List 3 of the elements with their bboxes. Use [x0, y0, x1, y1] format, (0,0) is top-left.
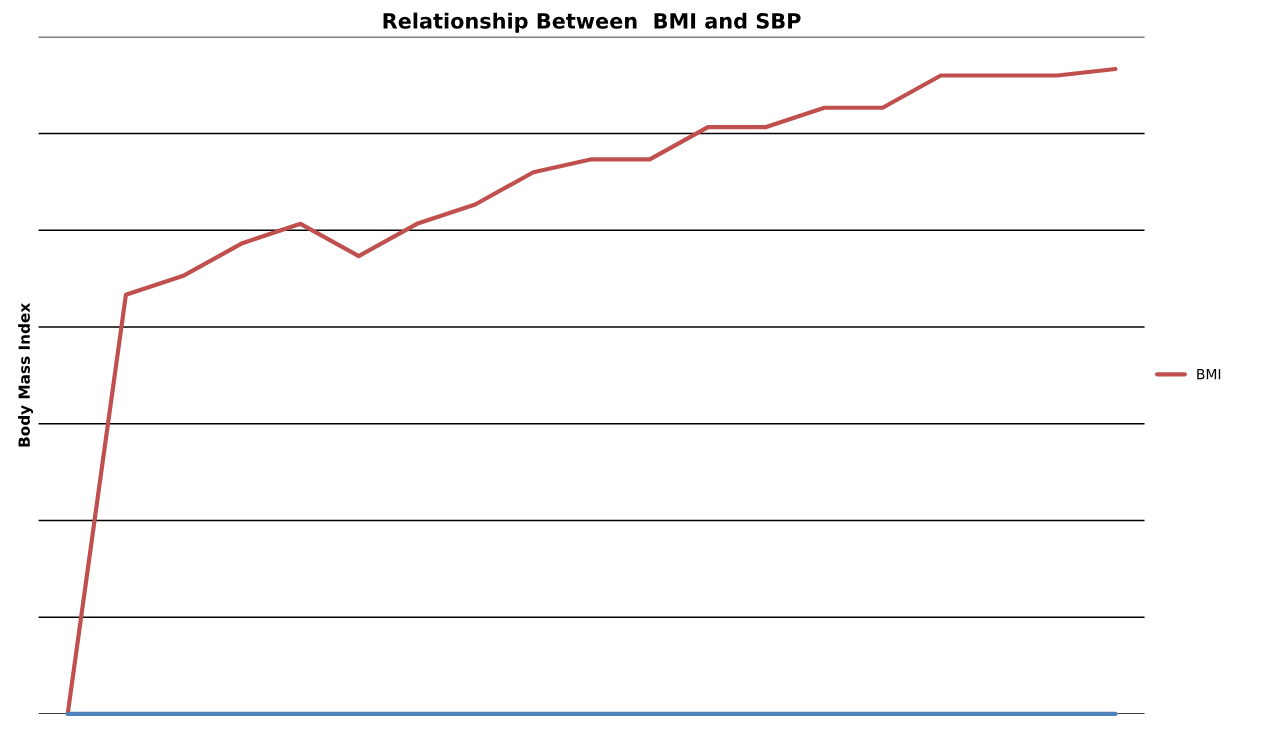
- y-axis-title: Body Mass Index: [18, 303, 34, 447]
- legend-label: BMI: [1197, 369, 1221, 380]
- chart-title: Relationship Between BMI and SBP: [383, 12, 801, 33]
